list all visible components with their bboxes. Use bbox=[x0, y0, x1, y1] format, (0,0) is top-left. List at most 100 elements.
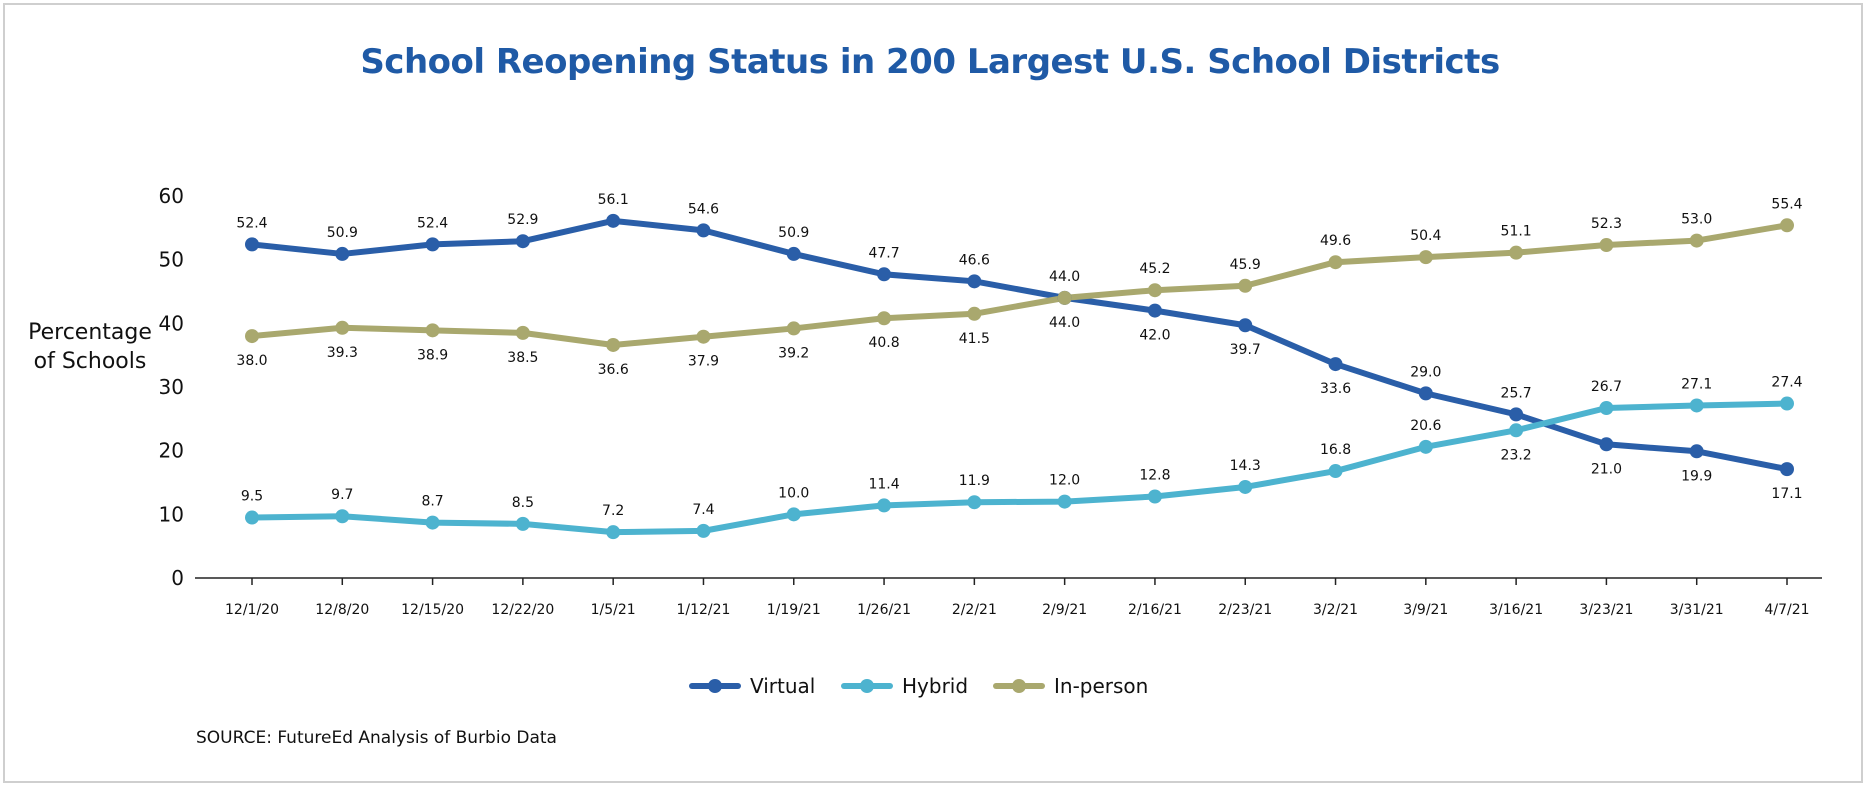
data-label-virtual: 44.0 bbox=[1049, 315, 1080, 331]
data-label-hybrid: 7.4 bbox=[692, 502, 714, 518]
data-point-virtual bbox=[1599, 437, 1614, 452]
x-tick-label: 2/23/21 bbox=[1218, 602, 1272, 618]
data-point-virtual bbox=[1509, 407, 1524, 422]
data-point-hybrid bbox=[1057, 494, 1072, 509]
data-point-in-person bbox=[1057, 290, 1072, 305]
data-point-in-person bbox=[335, 320, 350, 335]
data-label-hybrid: 27.4 bbox=[1771, 375, 1802, 391]
data-label-in-person: 38.9 bbox=[417, 347, 448, 363]
data-label-hybrid: 27.1 bbox=[1681, 376, 1712, 392]
data-label-in-person: 38.5 bbox=[507, 350, 538, 366]
series-points bbox=[245, 213, 1794, 540]
data-point-virtual bbox=[786, 246, 801, 261]
data-label-virtual: 33.6 bbox=[1320, 381, 1351, 397]
series-line-hybrid bbox=[249, 400, 1790, 536]
y-axis-label: Percentage of Schools bbox=[20, 318, 160, 376]
data-point-hybrid bbox=[515, 516, 530, 531]
data-label-in-person: 41.5 bbox=[959, 331, 990, 347]
data-point-virtual bbox=[245, 237, 259, 252]
data-point-virtual bbox=[1328, 357, 1343, 372]
x-tick-label: 12/22/20 bbox=[491, 602, 554, 618]
series-line-in-person bbox=[249, 222, 1790, 348]
data-point-virtual bbox=[425, 237, 440, 252]
y-tick-label: 50 bbox=[159, 248, 184, 272]
x-tick-label: 2/2/21 bbox=[952, 602, 997, 618]
data-label-virtual: 19.9 bbox=[1681, 468, 1712, 484]
data-point-in-person bbox=[786, 321, 801, 336]
data-point-virtual bbox=[877, 267, 892, 282]
data-label-hybrid: 20.6 bbox=[1410, 418, 1441, 434]
data-label-virtual: 46.6 bbox=[959, 252, 990, 268]
x-tick-label: 4/7/21 bbox=[1764, 602, 1809, 618]
data-label-virtual: 17.1 bbox=[1771, 486, 1802, 502]
data-label-virtual: 52.4 bbox=[236, 215, 267, 231]
data-point-in-person bbox=[1689, 233, 1704, 248]
data-point-hybrid bbox=[967, 495, 982, 510]
x-tick-label: 2/9/21 bbox=[1042, 602, 1087, 618]
data-point-in-person bbox=[696, 329, 711, 344]
data-point-hybrid bbox=[786, 507, 801, 522]
data-point-hybrid bbox=[245, 510, 259, 525]
data-label-in-person: 50.4 bbox=[1410, 228, 1441, 244]
legend-label-in-person: In-person bbox=[1054, 674, 1148, 698]
data-label-hybrid: 9.5 bbox=[241, 489, 263, 505]
chart-frame bbox=[3, 3, 1863, 783]
x-tick-label: 1/5/21 bbox=[591, 602, 636, 618]
x-tick-label: 12/1/20 bbox=[225, 602, 279, 618]
data-label-hybrid: 23.2 bbox=[1501, 447, 1532, 463]
data-label-hybrid: 16.8 bbox=[1320, 442, 1351, 458]
data-label-in-person: 40.8 bbox=[868, 335, 899, 351]
data-point-hybrid bbox=[425, 515, 440, 530]
legend-marker-virtual bbox=[708, 679, 722, 693]
x-tick-label: 2/16/21 bbox=[1128, 602, 1182, 618]
data-label-in-person: 39.3 bbox=[327, 345, 358, 361]
data-label-in-person: 53.0 bbox=[1681, 212, 1712, 228]
data-point-hybrid bbox=[1418, 439, 1433, 454]
data-point-in-person bbox=[1238, 278, 1253, 293]
x-tick-label: 1/19/21 bbox=[767, 602, 821, 618]
data-point-virtual bbox=[515, 234, 530, 249]
data-label-in-person: 45.2 bbox=[1139, 261, 1170, 277]
data-label-in-person: 51.1 bbox=[1501, 224, 1532, 240]
x-tick-label: 3/31/21 bbox=[1670, 602, 1724, 618]
data-point-virtual bbox=[1689, 444, 1704, 459]
data-label-hybrid: 26.7 bbox=[1591, 379, 1622, 395]
data-point-in-person bbox=[1328, 255, 1343, 270]
data-point-hybrid bbox=[335, 509, 350, 524]
series-lines bbox=[249, 217, 1790, 536]
data-label-in-person: 44.0 bbox=[1049, 269, 1080, 285]
legend-label-hybrid: Hybrid bbox=[902, 674, 968, 698]
data-label-in-person: 36.6 bbox=[598, 362, 629, 378]
data-label-virtual: 25.7 bbox=[1501, 385, 1532, 401]
series-line-virtual bbox=[249, 217, 1790, 473]
data-point-in-person bbox=[877, 311, 892, 326]
legend: Virtual Hybrid In-person bbox=[689, 674, 1148, 698]
data-point-virtual bbox=[1418, 386, 1433, 401]
legend-marker-in-person bbox=[1012, 679, 1026, 693]
data-label-virtual: 29.0 bbox=[1410, 364, 1441, 380]
y-tick-label: 10 bbox=[159, 502, 184, 526]
x-tick-label: 3/16/21 bbox=[1489, 602, 1543, 618]
data-label-virtual: 39.7 bbox=[1230, 342, 1261, 358]
data-point-hybrid bbox=[1238, 479, 1253, 494]
data-point-in-person bbox=[1509, 245, 1524, 260]
y-axis-ticks: 0 10 20 30 40 50 60 bbox=[159, 184, 184, 590]
y-axis-label-line2: of Schools bbox=[33, 349, 147, 374]
x-tick-label: 3/9/21 bbox=[1403, 602, 1448, 618]
data-label-in-person: 38.0 bbox=[236, 353, 267, 369]
y-axis-label-line1: Percentage bbox=[28, 320, 152, 345]
data-label-virtual: 54.6 bbox=[688, 201, 719, 217]
data-label-in-person: 55.4 bbox=[1771, 196, 1802, 212]
data-point-in-person bbox=[245, 329, 259, 344]
data-point-hybrid bbox=[696, 523, 711, 538]
x-tick-label: 3/2/21 bbox=[1313, 602, 1358, 618]
data-point-hybrid bbox=[1147, 489, 1162, 504]
data-point-in-person bbox=[967, 306, 982, 321]
data-label-hybrid: 12.0 bbox=[1049, 473, 1080, 489]
data-label-hybrid: 10.0 bbox=[778, 485, 809, 501]
x-tick-label: 12/8/20 bbox=[315, 602, 369, 618]
source-note: SOURCE: FutureEd Analysis of Burbio Data bbox=[196, 728, 557, 748]
data-label-virtual: 52.4 bbox=[417, 215, 448, 231]
y-tick-label: 20 bbox=[159, 439, 184, 463]
